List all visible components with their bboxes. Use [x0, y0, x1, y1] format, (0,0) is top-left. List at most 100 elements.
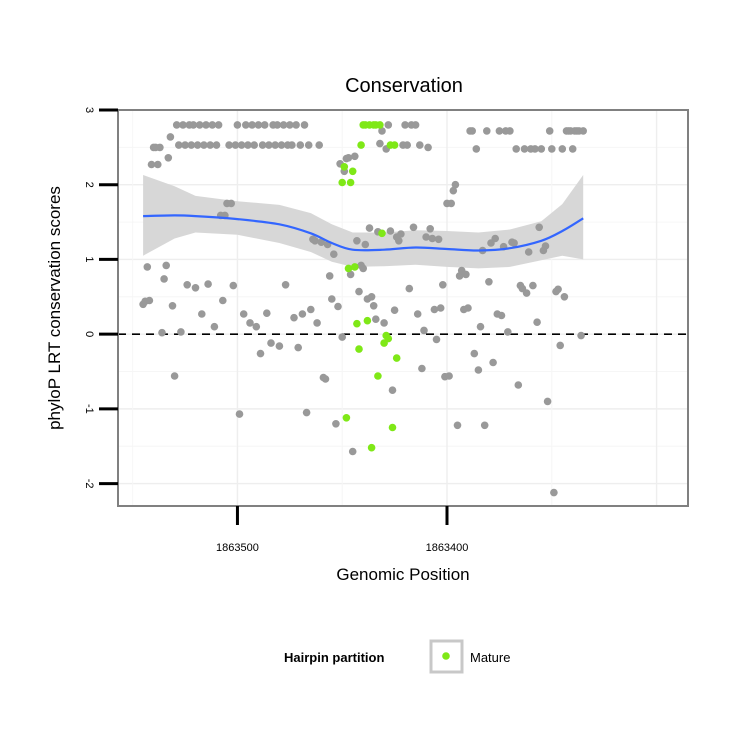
other-point — [556, 341, 564, 350]
mature-point — [388, 423, 397, 432]
other-point — [541, 242, 550, 250]
other-point — [256, 349, 265, 358]
other-point — [489, 358, 497, 367]
other-point — [172, 121, 181, 129]
other-point — [239, 310, 248, 318]
other-point — [420, 326, 428, 335]
other-point — [311, 237, 319, 245]
other-point — [195, 121, 204, 129]
other-point — [514, 381, 523, 389]
other-point — [346, 270, 355, 279]
other-point — [462, 270, 470, 279]
other-point — [411, 121, 420, 129]
other-point — [260, 121, 269, 129]
other-point — [405, 284, 414, 293]
other-point — [390, 306, 399, 315]
other-point — [208, 121, 217, 129]
other-point — [348, 447, 357, 456]
other-point — [472, 145, 481, 153]
other-point — [225, 141, 233, 149]
other-point — [248, 121, 256, 129]
other-point — [485, 278, 493, 286]
other-point — [210, 322, 219, 331]
other-point — [470, 349, 479, 358]
other-point — [164, 154, 173, 162]
other-point — [296, 141, 305, 149]
other-point — [428, 234, 437, 243]
other-point — [330, 250, 338, 258]
other-point — [313, 319, 321, 327]
other-point — [558, 145, 567, 153]
other-point — [290, 313, 298, 322]
other-point — [147, 160, 156, 169]
other-point — [214, 121, 223, 129]
other-point — [254, 121, 263, 129]
y-axis: -2 -1 0 1 2 3 — [83, 107, 118, 488]
x-tick-label: 1863500 — [216, 542, 259, 554]
other-point — [250, 141, 258, 149]
other-point — [447, 199, 456, 208]
y-tick-label: 0 — [83, 331, 95, 337]
other-point — [206, 141, 214, 149]
other-point — [292, 121, 300, 129]
y-tick-label: 1 — [83, 256, 95, 262]
mature-point — [392, 354, 401, 362]
other-point — [359, 264, 368, 273]
other-point — [198, 310, 206, 318]
other-point — [231, 141, 240, 149]
y-tick-label: 2 — [83, 182, 95, 188]
other-point — [529, 281, 537, 290]
other-point — [386, 227, 395, 235]
other-point — [279, 121, 288, 129]
other-point — [263, 309, 271, 318]
mature-point — [357, 141, 365, 149]
other-point — [495, 127, 504, 135]
legend-key-mature — [442, 652, 450, 660]
other-point — [560, 293, 569, 301]
other-point — [361, 240, 370, 249]
other-point — [422, 233, 430, 241]
other-point — [545, 127, 554, 135]
other-point — [237, 141, 246, 149]
other-point — [227, 199, 235, 208]
mature-point — [344, 264, 353, 273]
mature-point — [378, 229, 386, 238]
other-point — [401, 121, 409, 129]
plot-border — [117, 109, 689, 507]
other-point — [332, 420, 340, 428]
other-point — [369, 302, 378, 310]
other-point — [145, 296, 154, 305]
other-point — [474, 366, 483, 374]
data-points — [139, 121, 587, 497]
other-point — [372, 315, 380, 324]
other-point — [512, 145, 520, 153]
other-point — [294, 343, 303, 352]
other-point — [355, 287, 363, 296]
other-point — [537, 145, 546, 153]
smooth-curve — [143, 214, 584, 252]
x-axis: 1863500 1863400 — [216, 506, 468, 554]
other-point — [378, 127, 386, 135]
other-point — [273, 121, 282, 129]
other-point — [288, 141, 296, 149]
other-point — [175, 141, 183, 149]
other-point — [388, 386, 397, 395]
other-point — [168, 302, 177, 310]
other-point — [286, 121, 294, 129]
other-point — [548, 145, 556, 153]
legend-title: Hairpin partition — [284, 650, 384, 665]
other-point — [403, 141, 412, 149]
other-point — [510, 239, 518, 247]
other-point — [229, 281, 238, 290]
other-point — [464, 304, 472, 312]
other-point — [183, 281, 191, 289]
mature-point — [353, 319, 361, 328]
other-point — [522, 289, 531, 297]
other-point — [504, 328, 512, 336]
other-point — [160, 275, 168, 283]
other-point — [568, 145, 577, 153]
other-point — [468, 127, 477, 135]
mature-point — [346, 178, 355, 187]
other-point — [202, 121, 210, 129]
other-point — [409, 223, 418, 232]
